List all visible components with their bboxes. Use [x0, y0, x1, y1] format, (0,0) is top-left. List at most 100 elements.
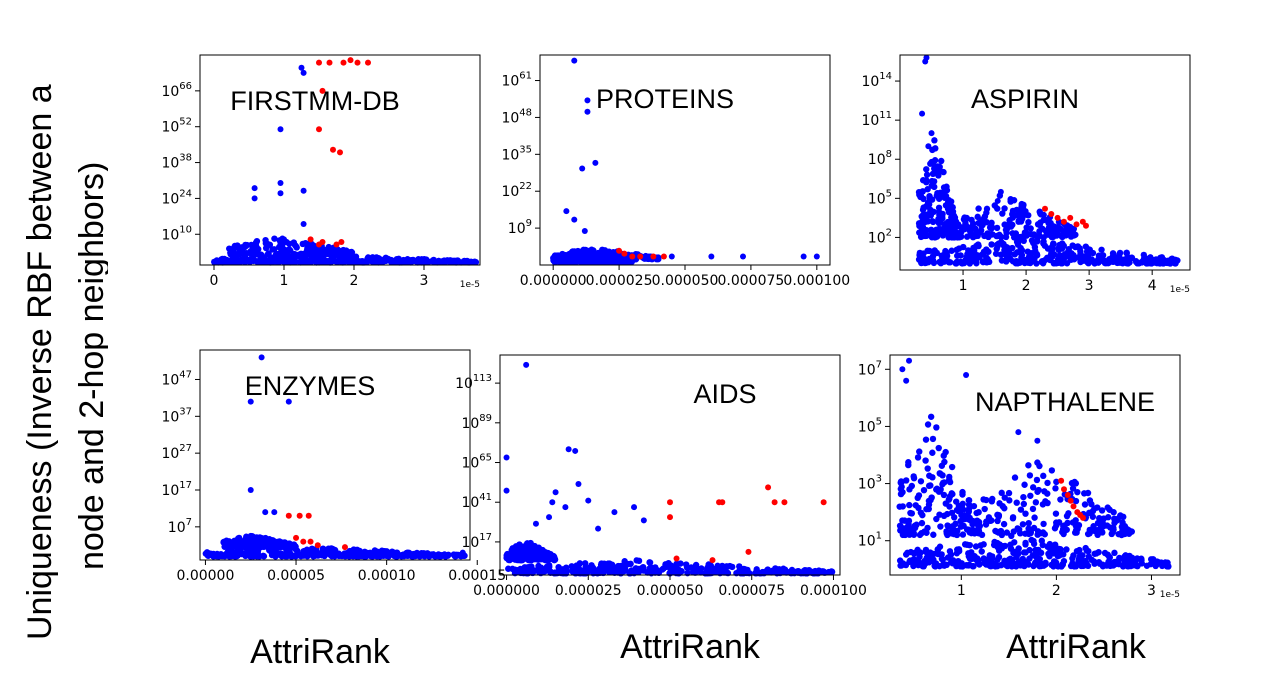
band-point: [1022, 541, 1029, 548]
hump-point: [929, 435, 937, 443]
data-point: [1015, 429, 1022, 436]
highlight-point: [316, 126, 322, 133]
chart-title: PROTEINS: [596, 84, 734, 114]
band-point: [934, 546, 941, 553]
hump-point: [1072, 521, 1080, 528]
data-point: [640, 517, 647, 524]
band-point: [302, 258, 309, 266]
data-point: [1034, 437, 1041, 444]
band-point: [1043, 254, 1051, 262]
hump-point: [1048, 467, 1056, 474]
band-point: [274, 259, 281, 266]
band-point: [246, 256, 253, 263]
data-point: [459, 549, 466, 556]
hump-point: [1035, 486, 1042, 494]
hump-point: [516, 543, 524, 550]
band-point: [361, 258, 368, 266]
hump-point: [1025, 525, 1032, 532]
hump-point: [584, 248, 591, 255]
band-point: [215, 259, 222, 266]
hump-point: [590, 247, 597, 254]
band-point: [668, 563, 676, 571]
y-tick-label: 1066: [161, 81, 192, 100]
hump-point: [922, 232, 929, 240]
band-point: [1147, 560, 1155, 568]
chart-title: FIRSTMM-DB: [230, 86, 399, 116]
x-tick-label: 3: [420, 273, 429, 289]
hump-point: [1019, 215, 1026, 222]
data-point: [563, 208, 570, 215]
hump-point: [897, 490, 905, 498]
hump-point: [939, 189, 947, 197]
highlight-point: [650, 253, 657, 260]
band-point: [288, 553, 295, 560]
hump-point: [1023, 224, 1030, 231]
data-point: [552, 489, 559, 496]
band-point: [598, 560, 605, 567]
band-point: [223, 256, 231, 264]
hump-point: [1023, 211, 1030, 218]
highlight-point: [660, 253, 667, 260]
band-point: [1098, 246, 1105, 253]
data-point: [277, 190, 284, 197]
x-axis-label-left: AttriRank: [250, 633, 390, 671]
band-point: [1165, 257, 1172, 264]
plot-area: [896, 357, 1172, 570]
band-point: [697, 569, 705, 576]
hump-point: [924, 218, 932, 225]
highlight-point: [820, 499, 827, 506]
hump-point: [963, 233, 971, 240]
band-point: [1089, 249, 1097, 257]
data-point: [740, 253, 746, 260]
hump-point: [996, 231, 1003, 239]
band-point: [325, 257, 333, 265]
data-point: [300, 69, 307, 76]
hump-point: [1089, 507, 1097, 515]
axes-frame: [199, 54, 481, 266]
highlight-point: [1073, 221, 1080, 228]
hump-point: [1011, 474, 1019, 481]
hump-point: [933, 515, 940, 523]
hump-point: [262, 244, 270, 252]
hump-point: [938, 462, 946, 469]
band-point: [296, 259, 304, 266]
band-point: [1105, 558, 1112, 566]
y-axis-label-line1: Uniqueness (Inverse RBF between a: [21, 84, 59, 640]
hump-point: [1052, 485, 1059, 492]
highlight-point: [307, 236, 314, 243]
hump-point: [918, 213, 925, 220]
hump-point: [1020, 493, 1027, 501]
hump-point: [956, 232, 963, 239]
data-point: [584, 108, 591, 115]
axes-frame: [199, 349, 471, 561]
band-point: [331, 257, 338, 265]
hump-point: [569, 255, 576, 262]
highlight-point: [1067, 497, 1074, 504]
highlight-point: [637, 253, 644, 260]
hump-point: [258, 251, 265, 258]
data-point: [575, 481, 582, 488]
data-point: [251, 195, 258, 202]
x-tick-label: 1: [957, 583, 966, 599]
hump-point: [279, 251, 286, 258]
band-point: [920, 563, 927, 570]
highlight-point: [314, 542, 321, 549]
band-point: [1076, 546, 1083, 554]
x-tick-label: 0.000025: [555, 583, 622, 599]
band-point: [1002, 251, 1010, 259]
band-point: [994, 543, 1001, 551]
hump-point: [987, 517, 994, 525]
y-tick-label: 1061: [501, 71, 532, 90]
axes-frame: [889, 354, 1181, 576]
band-point: [826, 568, 834, 576]
highlight-point: [347, 57, 354, 64]
band-point: [371, 547, 379, 554]
band-point: [1133, 562, 1141, 570]
hump-point: [963, 214, 970, 222]
hump-point: [1012, 230, 1020, 237]
data-point: [813, 253, 820, 260]
band-point: [380, 552, 387, 560]
band-point: [1050, 259, 1058, 267]
band-point: [902, 561, 910, 569]
hump-point: [928, 196, 936, 203]
